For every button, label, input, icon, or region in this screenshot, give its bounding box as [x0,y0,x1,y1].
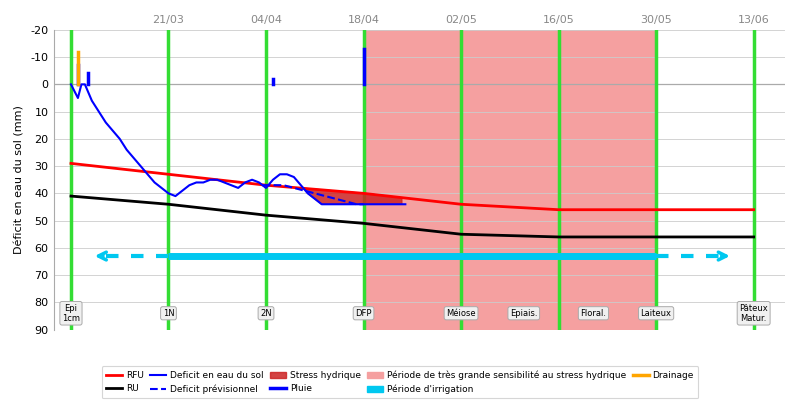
Text: 2N: 2N [260,309,272,318]
Text: Epiais.: Epiais. [510,309,538,318]
Bar [363,30,656,330]
Text: Pâteux
Matur.: Pâteux Matur. [739,303,768,323]
Legend: RFU, RU, Deficit en eau du sol, Deficit prévisionnel, Stress hydrique, Pluie, Pé: RFU, RU, Deficit en eau du sol, Deficit … [102,366,698,399]
Text: DFP: DFP [355,309,372,318]
Text: Laiteux: Laiteux [641,309,672,318]
Text: 1N: 1N [162,309,174,318]
Y-axis label: Déficit en eau du sol (mm): Déficit en eau du sol (mm) [15,105,25,254]
Text: Floral.: Floral. [581,309,606,318]
Text: Méiose: Méiose [446,309,476,318]
Text: Epi
1cm: Epi 1cm [62,303,80,323]
